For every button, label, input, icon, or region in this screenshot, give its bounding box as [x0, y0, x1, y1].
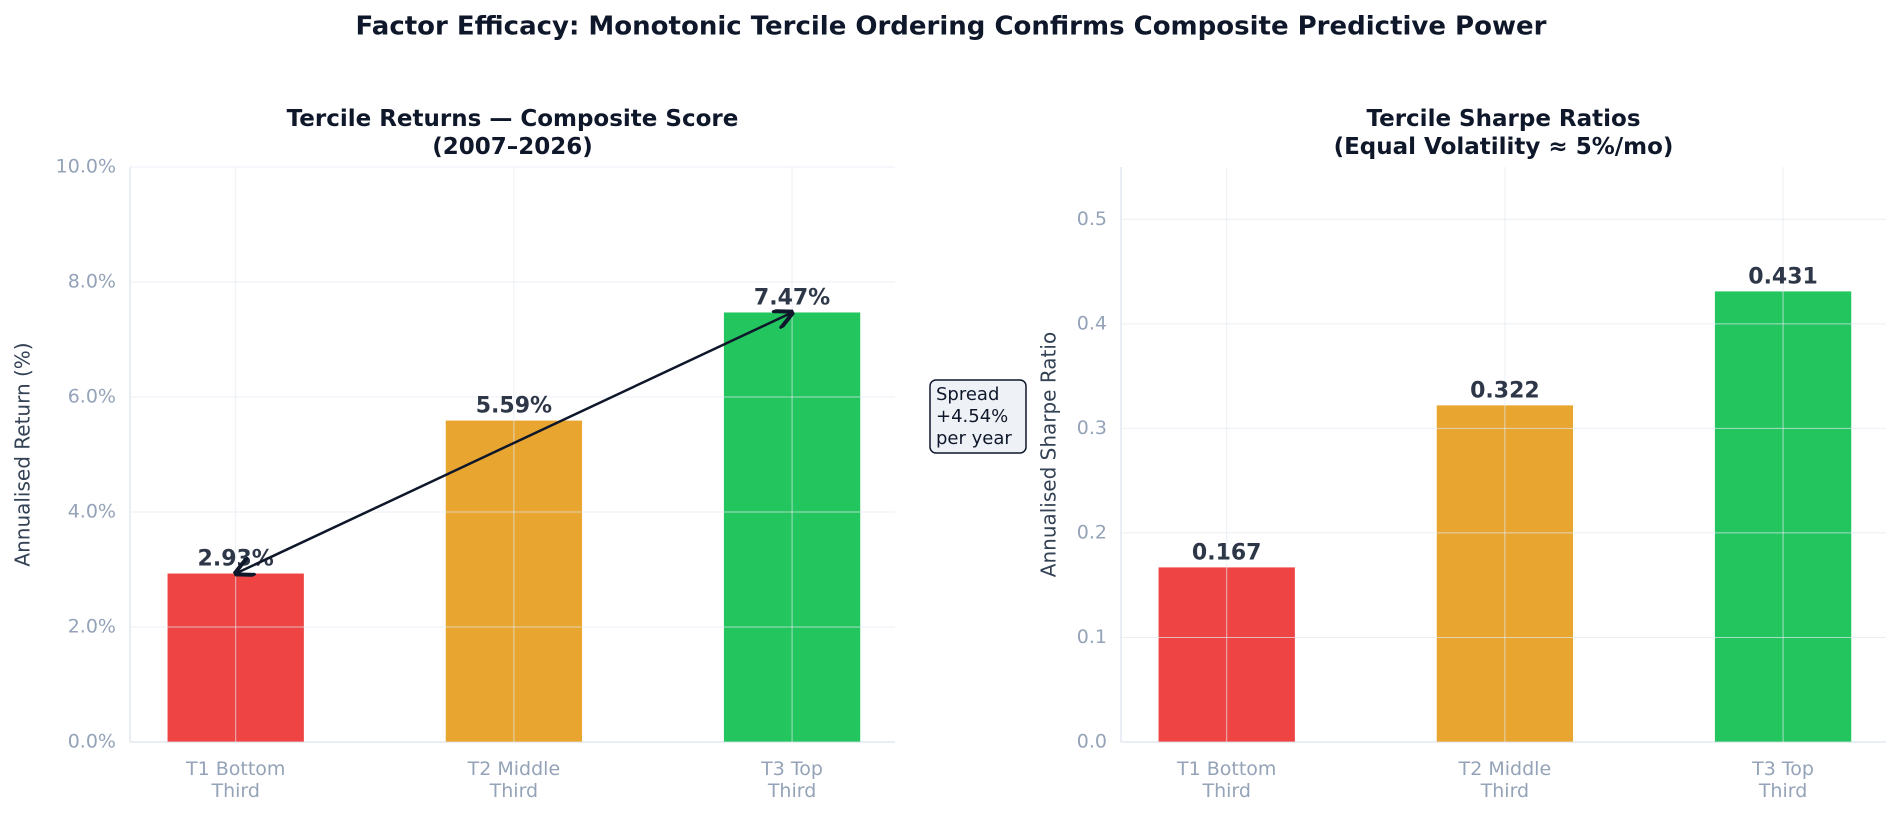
y-axis-label: Annualised Return (%)	[11, 342, 35, 566]
y-tick-label: 0.0%	[68, 731, 116, 753]
annotation-box	[929, 379, 1027, 454]
y-tick-label: 10.0%	[56, 156, 116, 178]
y-tick-label: 8.0%	[68, 271, 116, 293]
x-tick-label: T3 Top Third	[760, 758, 823, 802]
y-tick-label: 2.0%	[68, 616, 116, 638]
subplot-title: Tercile Returns — Composite Score (2007–2…	[287, 106, 739, 160]
value-label: 0.167	[1192, 540, 1262, 565]
value-label: 7.47%	[754, 285, 830, 310]
y-tick-label: 0.2	[1077, 521, 1107, 543]
value-label: 0.431	[1748, 264, 1818, 289]
y-tick-label: 0.4	[1077, 312, 1107, 334]
x-tick-label: T3 Top Third	[1751, 758, 1814, 802]
value-label: 2.93%	[198, 547, 274, 572]
value-label: 0.322	[1470, 378, 1540, 403]
y-tick-label: 6.0%	[68, 386, 116, 408]
value-label: 5.59%	[476, 394, 552, 419]
figure-title: Factor Efficacy: Monotonic Tercile Order…	[356, 12, 1547, 42]
y-tick-label: 0.0	[1077, 731, 1107, 753]
y-tick-label: 0.3	[1077, 417, 1107, 439]
y-tick-label: 0.1	[1077, 626, 1107, 648]
x-tick-label: T2 Middle Third	[1458, 758, 1552, 802]
y-tick-label: 0.5	[1077, 208, 1107, 230]
y-tick-label: 4.0%	[68, 501, 116, 523]
annotation: Spread +4.54% per year	[936, 384, 1012, 449]
y-axis-label: Annualised Sharpe Ratio	[1037, 332, 1061, 577]
x-tick-label: T2 Middle Third	[467, 758, 561, 802]
x-tick-label: T1 Bottom Third	[185, 758, 285, 802]
x-tick-label: T1 Bottom Third	[1176, 758, 1276, 802]
spread-arrow	[236, 312, 792, 573]
subplot-title: Tercile Sharpe Ratios (Equal Volatility ≈…	[1334, 106, 1674, 160]
